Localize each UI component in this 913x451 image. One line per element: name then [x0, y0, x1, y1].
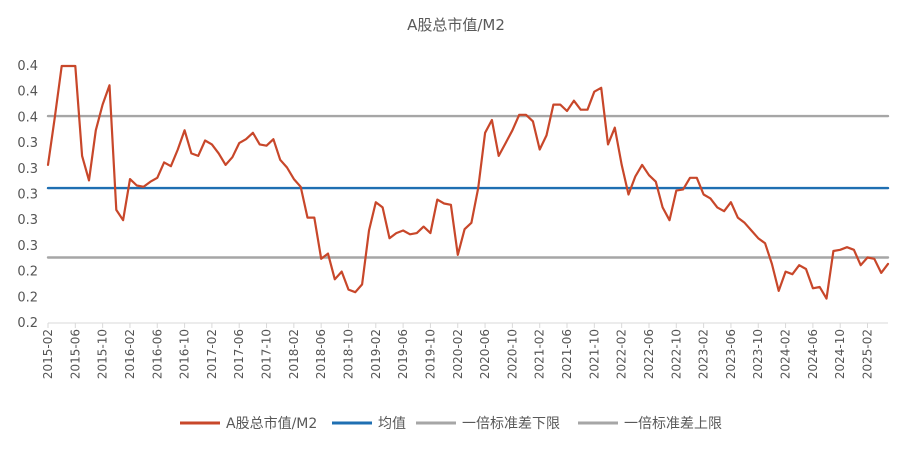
y-tick-label: 0.4 [17, 110, 38, 125]
x-tick-label: 2016-02 [123, 329, 137, 379]
y-tick-label: 0.4 [17, 59, 38, 74]
x-tick-label: 2015-06 [68, 329, 82, 379]
x-tick-label: 2019-10 [423, 329, 437, 379]
x-tick-label: 2015-10 [96, 329, 110, 379]
x-tick-label: 2021-06 [560, 329, 574, 379]
legend-label: 一倍标准差上限 [624, 416, 722, 432]
x-axis: 2015-02 2015-06 2015-10 2016-02 2016-06 2016-… [41, 322, 888, 379]
x-tick-label: 2018-02 [287, 329, 301, 379]
x-tick-label: 2024-02 [779, 329, 793, 379]
y-tick-label: 0.2 [17, 290, 38, 305]
legend-label: 均值 [378, 416, 406, 432]
x-tick-label: 2023-06 [724, 329, 738, 379]
x-tick-label: 2022-06 [642, 329, 656, 379]
y-tick-label: 0.3 [17, 162, 38, 177]
x-tick-label: 2020-06 [478, 329, 492, 379]
legend: A股总市值/M2 均值 一倍标准差下限 一倍标准差上限 [180, 415, 722, 432]
y-tick-label: 0.3 [17, 188, 38, 203]
x-tick-label: 2020-02 [451, 329, 465, 379]
y-axis: 0.4 0.4 0.4 0.3 0.3 0.3 0.3 0.3 0.2 0.2 0.2 [17, 59, 38, 331]
x-tick-label: 2015-02 [41, 329, 55, 379]
x-tick-label: 2025-02 [861, 329, 875, 379]
x-tick-label: 2018-06 [314, 329, 328, 379]
y-tick-label: 0.2 [17, 316, 38, 331]
x-tick-label: 2017-02 [205, 329, 219, 379]
x-tick-label: 2016-06 [150, 329, 164, 379]
series-layer [46, 64, 890, 300]
x-tick-label: 2023-02 [697, 329, 711, 379]
legend-label: A股总市值/M2 [226, 415, 317, 432]
y-tick-label: 0.3 [17, 213, 38, 228]
x-tick-label: 2021-02 [533, 329, 547, 379]
series-line-0 [46, 64, 890, 300]
x-tick-label: 2018-10 [341, 329, 355, 379]
x-tick-label: 2019-02 [369, 329, 383, 379]
x-tick-label: 2016-10 [178, 329, 192, 379]
y-tick-label: 0.3 [17, 239, 38, 254]
x-tick-label: 2022-02 [615, 329, 629, 379]
x-tick-label: 2024-10 [833, 329, 847, 379]
x-tick-label: 2021-10 [587, 329, 601, 379]
x-tick-label: 2019-06 [396, 329, 410, 379]
x-tick-label: 2024-06 [806, 329, 820, 379]
y-tick-label: 0.2 [17, 265, 38, 280]
y-tick-label: 0.3 [17, 136, 38, 151]
x-tick-label: 2017-06 [232, 329, 246, 379]
x-tick-label: 2020-10 [505, 329, 519, 379]
legend-label: 一倍标准差下限 [462, 416, 560, 432]
x-tick-label: 2022-10 [669, 329, 683, 379]
x-tick-label: 2023-10 [751, 329, 765, 379]
x-tick-label: 2017-10 [260, 329, 274, 379]
chart-title: A股总市值/M2 [407, 16, 505, 34]
y-tick-label: 0.4 [17, 85, 38, 100]
